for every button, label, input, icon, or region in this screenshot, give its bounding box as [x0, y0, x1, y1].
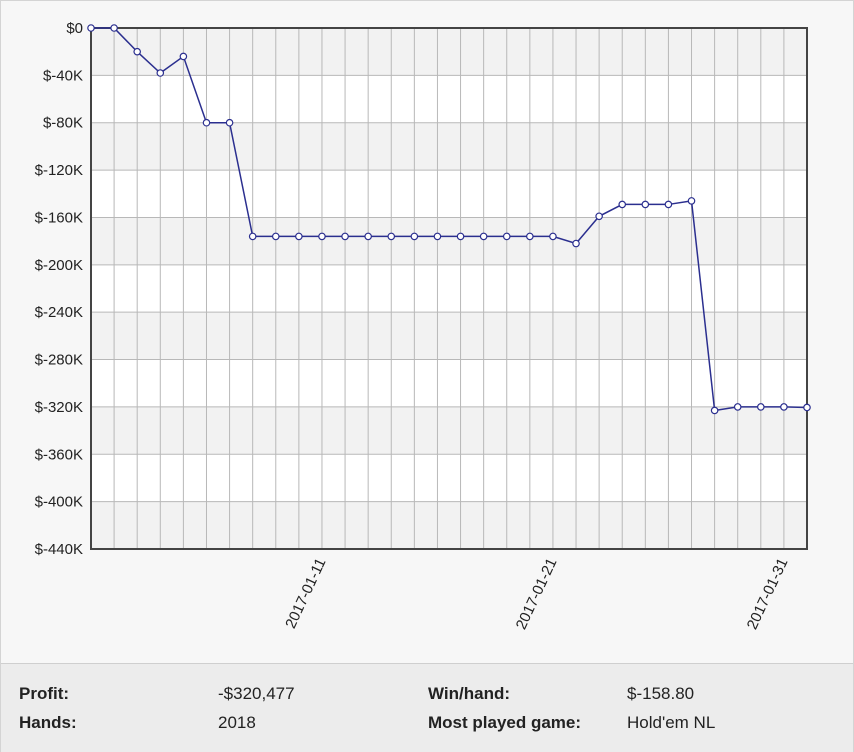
plot-band [91, 122, 807, 171]
profit-data-point [341, 232, 349, 241]
profit-series-line [91, 27, 808, 412]
stats-panel: Profit: -$320,477 Win/hand: $-158.80 Han… [1, 663, 853, 752]
y-tick-label: $-320K [35, 399, 83, 416]
profit-data-point [456, 232, 465, 241]
plot-band [91, 170, 807, 218]
hands-label: Hands: [19, 713, 77, 732]
profit-data-point [318, 232, 326, 241]
x-tick-label: 2017-01-21 [513, 556, 561, 633]
profit-data-point [271, 232, 280, 241]
profit-data-point [87, 24, 95, 32]
profit-data-point [433, 232, 442, 241]
profit-data-point [179, 52, 188, 61]
profit-data-point [364, 232, 372, 241]
y-tick-label: $-280K [35, 352, 83, 369]
plot-band [91, 406, 807, 455]
profit-data-point [156, 69, 165, 77]
profit-data-point [202, 118, 211, 127]
profit-chart: $0 $-40K $-80K $-120K $-160K $-200K $-240K $-28… [1, 1, 853, 663]
plot-band [91, 359, 807, 407]
profit-data-point [618, 200, 627, 209]
profit-data-point [664, 200, 673, 209]
profit-data-point [295, 232, 303, 241]
profit-label: Profit: [19, 684, 70, 703]
plot-band [91, 454, 807, 502]
profit-data-point [803, 403, 811, 412]
y-tick-label: $-80K [43, 115, 83, 132]
profit-data-point [133, 47, 141, 56]
plot-band [91, 28, 807, 76]
profit-line-chart: $0 $-40K $-80K $-120K $-160K $-200K $-240K $-28… [35, 20, 811, 633]
profit-data-point [110, 24, 118, 32]
profit-data-point [687, 197, 696, 205]
x-tick-label: 2017-01-11 [282, 556, 329, 632]
most-played-game-label: Most played game: [428, 713, 582, 732]
profit-data-point [225, 118, 234, 127]
most-played-game-value: Hold'em NL [627, 713, 716, 732]
y-tick-label: $-200K [35, 257, 83, 274]
profit-data-point [502, 232, 511, 241]
profit-data-point [641, 200, 650, 209]
plot-band [91, 312, 807, 360]
y-tick-label: $-160K [35, 209, 83, 226]
y-tick-label: $-440K [35, 541, 83, 558]
profit-data-point [479, 232, 488, 241]
plot-band [91, 501, 807, 549]
profit-data-point [733, 403, 742, 411]
profit-data-point [526, 232, 534, 241]
x-tick-label: 2017-01-31 [744, 556, 792, 633]
profit-data-point [248, 232, 257, 241]
plot-band [91, 75, 807, 123]
hands-value: 2018 [218, 713, 256, 732]
profit-data-point [572, 239, 580, 248]
y-tick-label: $-120K [35, 162, 83, 179]
profit-data-point [757, 403, 765, 411]
profit-data-point [780, 403, 788, 411]
y-tick-label: $0 [66, 20, 83, 37]
profit-data-point [387, 232, 396, 241]
plot-band [91, 217, 807, 265]
profit-data-point [549, 232, 557, 241]
profit-data-point [710, 406, 719, 415]
y-tick-label: $-360K [35, 446, 83, 463]
plot-border [90, 27, 808, 550]
win-per-hand-value: $-158.80 [627, 684, 695, 703]
y-tick-label: $-240K [35, 304, 83, 321]
profit-value: -$320,477 [218, 684, 295, 703]
plot-band [91, 264, 807, 313]
y-tick-label: $-400K [35, 494, 83, 511]
profit-data-point [410, 232, 419, 241]
win-per-hand-label: Win/hand: [428, 684, 510, 703]
y-tick-label: $-40K [43, 67, 83, 84]
profit-data-point [595, 212, 603, 221]
